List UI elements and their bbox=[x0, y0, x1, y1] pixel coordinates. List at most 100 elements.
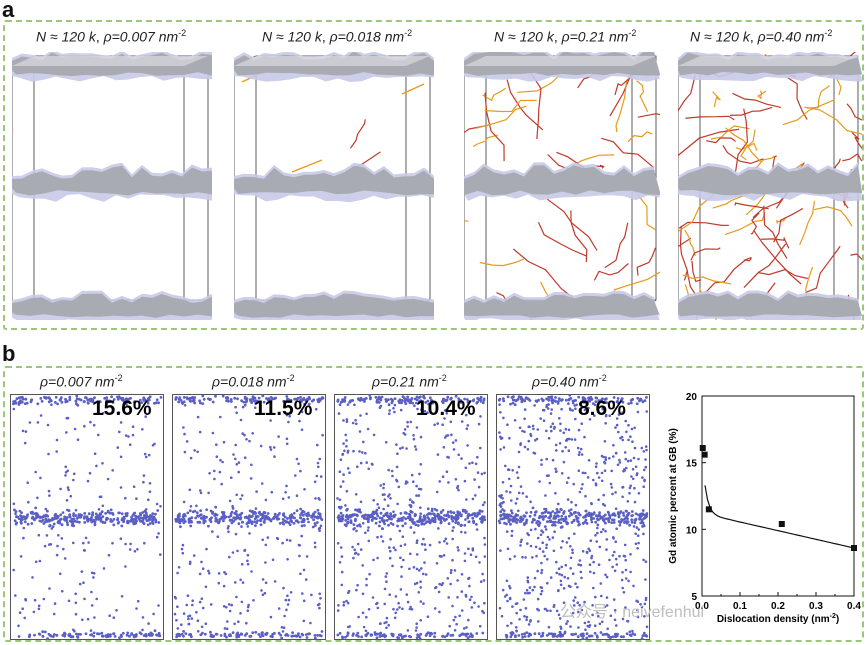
gd-atom bbox=[219, 634, 223, 637]
gd-atom bbox=[417, 494, 421, 497]
gd-atom bbox=[340, 583, 344, 587]
gd-atom bbox=[184, 520, 187, 523]
gd-atom bbox=[608, 516, 612, 520]
gd-atom bbox=[471, 497, 475, 501]
gd-atom bbox=[211, 400, 215, 404]
gd-atom bbox=[544, 494, 547, 497]
gd-atom bbox=[422, 572, 425, 576]
gd-atom bbox=[284, 491, 287, 494]
gd-atom bbox=[541, 531, 545, 534]
dislocation-line bbox=[805, 245, 841, 293]
gd-atom bbox=[560, 573, 564, 577]
gd-atom bbox=[235, 463, 239, 466]
gd-atom bbox=[458, 511, 461, 514]
gd-atom bbox=[404, 522, 407, 525]
gd-atom bbox=[546, 581, 549, 585]
gd-atom bbox=[18, 611, 22, 614]
gd-atom bbox=[463, 552, 467, 555]
gd-atom bbox=[59, 487, 62, 491]
gd-atom bbox=[498, 606, 502, 610]
y-tick-label: 15 bbox=[686, 459, 698, 470]
gd-atom bbox=[550, 395, 554, 399]
simulation-render bbox=[678, 52, 862, 320]
gd-atom bbox=[217, 572, 221, 575]
gd-atom bbox=[587, 406, 590, 410]
gd-atom bbox=[375, 517, 378, 521]
gd-atom bbox=[198, 520, 201, 524]
gd-atom bbox=[111, 469, 114, 472]
gd-atom bbox=[377, 401, 381, 404]
dislocation-line bbox=[479, 258, 525, 267]
gd-atom bbox=[403, 543, 407, 546]
dislocation-line bbox=[679, 225, 688, 281]
gd-atom bbox=[282, 586, 285, 590]
gd-atom bbox=[618, 523, 622, 527]
gd-atom bbox=[17, 396, 21, 400]
gd-atom bbox=[342, 600, 346, 604]
gd-atom bbox=[74, 601, 78, 605]
gd-atom bbox=[546, 558, 549, 561]
gd-atom bbox=[105, 518, 108, 522]
gd-atom bbox=[188, 633, 191, 637]
gd-atom bbox=[540, 397, 544, 401]
gd-atom bbox=[410, 608, 414, 611]
gd-atom bbox=[269, 445, 272, 449]
caption-rho: ρ=0.018 nm bbox=[212, 373, 287, 390]
gd-atom bbox=[47, 489, 51, 493]
gd-atom bbox=[537, 620, 540, 623]
gd-atom bbox=[103, 396, 107, 400]
gd-atom bbox=[389, 521, 393, 525]
gd-atom bbox=[286, 634, 290, 637]
gd-atom bbox=[228, 634, 231, 637]
gd-atom bbox=[642, 558, 645, 562]
gd-atom bbox=[285, 437, 289, 441]
gd-atom bbox=[567, 537, 571, 540]
gd-atom bbox=[392, 546, 396, 549]
gd-atom bbox=[277, 607, 281, 610]
gd-atom bbox=[594, 400, 598, 403]
gd-atom bbox=[105, 635, 108, 639]
gd-atom bbox=[232, 516, 236, 520]
gd-atom bbox=[559, 579, 563, 583]
gd-atom bbox=[447, 596, 450, 599]
gd-atom bbox=[279, 633, 283, 637]
gd-atom bbox=[412, 437, 416, 441]
gd-atom bbox=[248, 635, 252, 638]
gd-atom bbox=[523, 430, 526, 434]
gd-atom bbox=[515, 611, 518, 615]
gd-atom bbox=[384, 400, 388, 403]
gd-atom bbox=[612, 401, 615, 404]
caption-separator: , bbox=[95, 28, 104, 45]
gd-atom bbox=[82, 541, 85, 545]
gd-atom bbox=[624, 520, 628, 524]
panel-b-caption-1: ρ=0.007 nm-2 bbox=[40, 373, 123, 390]
gd-atom bbox=[299, 516, 302, 520]
gd-atom bbox=[254, 507, 258, 510]
gd-atom bbox=[90, 633, 93, 637]
gd-atom bbox=[612, 537, 615, 540]
gd-atom bbox=[243, 548, 247, 552]
gd-atom bbox=[175, 396, 178, 399]
gd-atom bbox=[414, 448, 418, 451]
gd-atom bbox=[309, 621, 312, 625]
gd-atom bbox=[523, 417, 526, 421]
gd-atom bbox=[379, 484, 383, 487]
md-simulation-box-3 bbox=[464, 52, 660, 320]
gd-atom bbox=[576, 446, 580, 450]
gd-atom bbox=[559, 422, 562, 426]
gd-atom bbox=[51, 516, 54, 520]
gd-atom bbox=[412, 522, 415, 525]
gd-atom bbox=[259, 513, 263, 516]
gd-atom bbox=[74, 612, 78, 616]
gd-atom bbox=[554, 520, 557, 524]
gd-atom bbox=[457, 488, 460, 492]
gd-atom bbox=[190, 617, 194, 620]
gd-atom bbox=[187, 518, 191, 521]
gd-atom bbox=[94, 512, 98, 516]
gd-atom bbox=[557, 400, 560, 403]
gd-atom bbox=[558, 617, 562, 620]
gd-atom bbox=[135, 497, 138, 500]
gd-atom bbox=[91, 513, 94, 517]
gd-atom bbox=[561, 540, 564, 543]
gd-atom bbox=[613, 618, 617, 622]
